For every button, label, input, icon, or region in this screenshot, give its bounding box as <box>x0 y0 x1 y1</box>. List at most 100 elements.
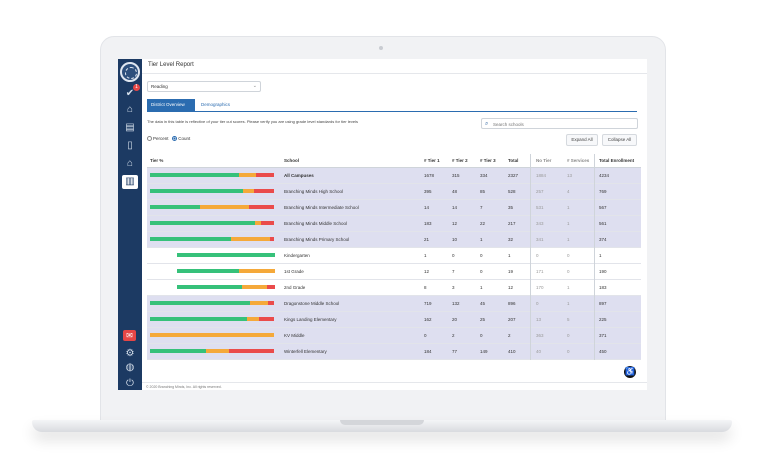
table-row[interactable]: All Campuses 1678 315 334 2327 1884 13 4234 <box>147 168 641 184</box>
header-no-tier[interactable]: No Tier <box>536 158 552 163</box>
tier3-count: 85 <box>480 189 486 194</box>
school-icon[interactable]: ⌂ <box>126 104 134 115</box>
tier1-segment <box>150 189 243 193</box>
checklist-icon[interactable]: ✔ 1 <box>122 84 140 101</box>
table-row[interactable]: 2nd Grade 8 3 1 12 170 1 183 <box>147 280 641 296</box>
count-radio[interactable] <box>172 136 178 141</box>
tier1-segment <box>150 349 206 353</box>
table-header: Tier % School # Tier 1 # Tier 2 # Tier 3… <box>147 154 641 168</box>
header-services[interactable]: # Services <box>567 158 590 163</box>
tier2-segment <box>199 205 250 209</box>
tier2-segment <box>238 269 275 273</box>
total-count: 896 <box>508 301 516 306</box>
tier3-count: 1 <box>480 237 483 242</box>
subject-dropdown[interactable]: Reading ⌄ <box>147 81 261 92</box>
school-name: KV Middle <box>284 333 305 338</box>
enrollment-count: 225 <box>599 317 607 322</box>
percent-radio[interactable] <box>147 136 152 141</box>
tier-distribution-bar <box>150 205 274 209</box>
tier1-count: 395 <box>424 189 432 194</box>
laptop-notch <box>340 420 424 425</box>
table-row[interactable]: Dragonstone Middle School 719 132 45 896 0 1 89… <box>147 296 641 312</box>
notification-badge: 1 <box>133 84 140 91</box>
header-total[interactable]: Total <box>508 158 519 163</box>
tier2-count: 77 <box>452 349 458 354</box>
tier1-count: 183 <box>424 221 432 226</box>
building-icon[interactable]: ▤ <box>125 122 135 133</box>
enrollment-count: 561 <box>599 221 607 226</box>
tier-distribution-bar <box>150 189 274 193</box>
tab-district-overview[interactable]: District Overview <box>147 99 195 111</box>
table-row[interactable]: Kings Landing Elementary 162 20 25 207 13 5 225 <box>147 312 641 328</box>
collapse-all-button[interactable]: Collapse All <box>602 134 637 146</box>
tier2-segment <box>242 189 255 193</box>
tier-distribution-bar <box>150 333 274 337</box>
tier1-segment <box>177 269 239 273</box>
count-label: Count <box>178 136 191 141</box>
chat-icon[interactable]: ✉ <box>123 330 136 341</box>
tier2-count: 2 <box>452 333 455 338</box>
page-header: Tier Level Report <box>142 59 647 74</box>
table-row[interactable]: Kindergarten 1 0 0 1 0 0 1 <box>147 248 641 264</box>
tier1-segment <box>150 317 248 321</box>
table-row[interactable]: 1st Grade 12 7 0 19 171 0 190 <box>147 264 641 280</box>
chart-icon[interactable]: ▥ <box>122 175 138 189</box>
no-tier-count: 257 <box>536 189 544 194</box>
globe-icon[interactable]: ◍ <box>125 362 135 373</box>
tier-distribution-bar <box>150 173 274 177</box>
tier3-segment <box>259 317 274 321</box>
enrollment-count: 183 <box>599 285 607 290</box>
total-count: 12 <box>508 285 514 290</box>
tier2-segment <box>249 301 268 305</box>
enrollment-count: 1 <box>599 253 602 258</box>
school-name: 1st Grade <box>284 269 304 274</box>
expand-all-button[interactable]: Expand All <box>566 134 598 146</box>
services-count: 1 <box>567 237 570 242</box>
book-icon[interactable]: ▯ <box>127 140 133 151</box>
services-count: 0 <box>567 349 570 354</box>
tier3-segment <box>270 237 274 241</box>
no-tier-count: 171 <box>536 269 544 274</box>
tier1-count: 184 <box>424 349 432 354</box>
school-name: Kings Landing Elementary <box>284 317 337 322</box>
services-count: 1 <box>567 301 570 306</box>
tier-distribution-bar <box>150 237 274 241</box>
tier1-segment <box>150 173 240 177</box>
table-row[interactable]: Branching Minds Primary School 21 10 1 32 341… <box>147 232 641 248</box>
header-tier2[interactable]: # Tier 2 <box>452 158 468 163</box>
institution-icon[interactable]: ⌂ <box>126 158 134 169</box>
search-icon: ⌕ <box>485 121 489 127</box>
header-enrollment[interactable]: Total Enrollment <box>599 158 635 163</box>
settings-icon[interactable]: ⚙ <box>125 348 135 359</box>
tier2-count: 7 <box>452 269 455 274</box>
school-name: Branching Minds Primary School <box>284 237 350 242</box>
tier3-count: 0 <box>480 333 483 338</box>
tier-distribution-bar <box>177 253 275 257</box>
tab-demographics[interactable]: Demographics <box>201 102 231 107</box>
no-tier-count: 341 <box>536 237 544 242</box>
tier3-segment <box>266 285 275 289</box>
tier3-count: 0 <box>480 253 483 258</box>
total-count: 217 <box>508 221 516 226</box>
header-tier-pct[interactable]: Tier % <box>150 158 164 163</box>
table-row[interactable]: KV Middle 0 2 0 2 363 0 371 <box>147 328 641 344</box>
power-icon[interactable]: ⏻ <box>126 378 134 389</box>
search-input[interactable] <box>493 120 633 128</box>
tier1-count: 8 <box>424 285 427 290</box>
table-row[interactable]: Branching Minds Middle School 183 12 22 217 3… <box>147 216 641 232</box>
tier3-count: 25 <box>480 317 486 322</box>
no-tier-count: 1884 <box>536 173 547 178</box>
header-tier3[interactable]: # Tier 3 <box>480 158 496 163</box>
table-row[interactable]: Branching Minds Intermediate School 14 14 7… <box>147 200 641 216</box>
tier3-count: 7 <box>480 205 483 210</box>
header-tier1[interactable]: # Tier 1 <box>424 158 440 163</box>
header-school[interactable]: School <box>284 158 300 163</box>
school-name: Branching Minds High School <box>284 189 344 194</box>
accessibility-icon[interactable]: ♿ <box>624 366 636 378</box>
district-logo[interactable] <box>120 62 140 82</box>
no-tier-count: 0 <box>536 301 539 306</box>
table-row[interactable]: Branching Minds High School 395 48 85 528 257… <box>147 184 641 200</box>
table-row[interactable]: Winterfell Elementary 184 77 149 410 40 0 450 <box>147 344 641 360</box>
search-schools[interactable]: ⌕ <box>481 118 638 129</box>
tier-table: Tier % School # Tier 1 # Tier 2 # Tier 3… <box>147 154 641 360</box>
